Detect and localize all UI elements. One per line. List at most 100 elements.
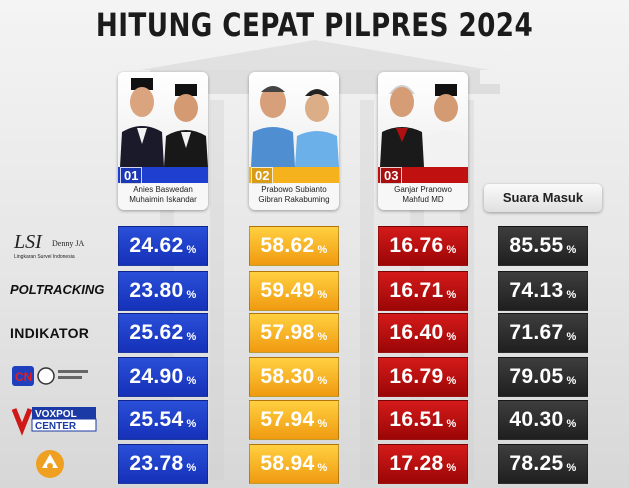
candidate-02-value-cell: 57.94% — [249, 400, 339, 440]
percentage-value: 58.94 — [260, 452, 315, 475]
percentage-value: 40.30 — [509, 408, 564, 431]
percent-sign: % — [446, 374, 457, 387]
candidate-number: 02 — [251, 167, 274, 185]
percentage-value: 23.80 — [129, 279, 184, 302]
candidate-person-icon — [380, 85, 424, 167]
percent-sign: % — [446, 330, 457, 343]
percent-sign: % — [317, 461, 328, 474]
page-title: HITUNG CEPAT PILPRES 2024 — [95, 6, 534, 44]
suara-masuk-value-cell: 40.30% — [498, 400, 588, 440]
candidate-01-value-cell: 24.90% — [118, 357, 208, 397]
percent-sign: % — [446, 243, 457, 256]
percent-sign: % — [317, 374, 328, 387]
percentage-value: 16.71 — [389, 279, 444, 302]
svg-text:VOXPOL: VOXPOL — [35, 409, 77, 420]
candidate-03-value-cell: 16.40% — [378, 313, 468, 353]
percentage-value: 16.79 — [389, 365, 444, 388]
svg-text:Denny JA: Denny JA — [52, 239, 84, 248]
percent-sign: % — [446, 461, 457, 474]
percentage-value: 78.25 — [509, 452, 564, 475]
percentage-value: 58.62 — [260, 234, 315, 257]
svg-text:CN: CN — [15, 370, 32, 384]
candidate-names-text: Prabowo Subianto Gibran Rakabuming — [258, 185, 330, 204]
candidate-card-03: 03 Ganjar Pranowo Mahfud MD — [378, 72, 468, 210]
candidate-names: Prabowo Subianto Gibran Rakabuming — [249, 185, 339, 205]
suara-masuk-value-cell: 78.25% — [498, 444, 588, 484]
percent-sign: % — [566, 330, 577, 343]
percent-sign: % — [566, 417, 577, 430]
candidate-number-bar: 01 — [118, 167, 208, 185]
candidate-names-text: Anies Baswedan Muhaimin Iskandar — [129, 185, 197, 204]
suara-masuk-value-cell: 71.67% — [498, 313, 588, 353]
cnn-logo: CN — [10, 358, 102, 394]
percentage-value: 17.28 — [389, 452, 444, 475]
percentage-value: 23.78 — [129, 452, 184, 475]
percent-sign: % — [566, 461, 577, 474]
candidate-02-value-cell: 58.94% — [249, 444, 339, 484]
suara-masuk-value-cell: 79.05% — [498, 357, 588, 397]
percent-sign: % — [566, 374, 577, 387]
candidate-photo — [249, 72, 339, 167]
percentage-value: 79.05 — [509, 365, 564, 388]
candidate-03-value-cell: 17.28% — [378, 444, 468, 484]
percentage-value: 16.40 — [389, 321, 444, 344]
indikator-logo: INDIKATOR — [10, 315, 102, 351]
percentage-value: 24.62 — [129, 234, 184, 257]
percent-sign: % — [186, 417, 197, 430]
percent-sign: % — [317, 243, 328, 256]
candidate-01-value-cell: 24.62% — [118, 226, 208, 266]
candidate-01-value-cell: 23.80% — [118, 271, 208, 311]
candidate-person-icon — [164, 84, 208, 167]
candidate-names: Ganjar Pranowo Mahfud MD — [378, 185, 468, 205]
percentage-value: 16.51 — [389, 408, 444, 431]
percentage-value: 71.67 — [509, 321, 564, 344]
percentage-value: 58.30 — [260, 365, 315, 388]
percent-sign: % — [317, 417, 328, 430]
candidate-02-value-cell: 58.30% — [249, 357, 339, 397]
percentage-value: 16.76 — [389, 234, 444, 257]
circle-emblem-icon — [36, 450, 64, 478]
candidate-photo — [118, 72, 208, 167]
suara-masuk-label: Suara Masuk — [484, 184, 602, 212]
candidate-person-icon — [424, 84, 468, 167]
svg-text:CENTER: CENTER — [35, 421, 77, 432]
percent-sign: % — [317, 288, 328, 301]
candidate-02-value-cell: 57.98% — [249, 313, 339, 353]
lsi-logo: LSI Denny JA Lingkaran Survei Indonesia — [10, 226, 102, 262]
percent-sign: % — [186, 288, 197, 301]
candidate-person-icon — [120, 78, 164, 167]
candidate-01-value-cell: 23.78% — [118, 444, 208, 484]
candidate-names-text: Ganjar Pranowo Mahfud MD — [394, 185, 452, 204]
percentage-value: 74.13 — [509, 279, 564, 302]
percentage-value: 57.98 — [260, 321, 315, 344]
voxpol-logo: VOXPOL CENTER — [10, 401, 102, 437]
percent-sign: % — [186, 330, 197, 343]
percent-sign: % — [446, 288, 457, 301]
candidate-number: 01 — [120, 167, 143, 185]
percent-sign: % — [317, 330, 328, 343]
svg-text:Lingkaran Survei Indonesia: Lingkaran Survei Indonesia — [14, 254, 75, 260]
percent-sign: % — [566, 288, 577, 301]
percent-sign: % — [186, 461, 197, 474]
candidate-card-01: 01 Anies Baswedan Muhaimin Iskandar — [118, 72, 208, 210]
pollster-6-logo — [10, 446, 102, 482]
candidate-03-value-cell: 16.79% — [378, 357, 468, 397]
candidate-03-value-cell: 16.76% — [378, 226, 468, 266]
cnn-logo-icon: CN — [12, 366, 88, 386]
lsi-logo-icon: LSI Denny JA Lingkaran Survei Indonesia — [13, 231, 84, 260]
candidate-names: Anies Baswedan Muhaimin Iskandar — [118, 185, 208, 205]
percent-sign: % — [186, 374, 197, 387]
percent-sign: % — [446, 417, 457, 430]
voxpol-logo-icon: VOXPOL CENTER — [11, 407, 97, 436]
candidate-number-bar: 03 — [378, 167, 468, 185]
percentage-value: 24.90 — [129, 365, 184, 388]
candidate-person-icon — [295, 89, 339, 167]
poltracking-logo: POLTRACKING — [10, 271, 104, 307]
svg-text:LSI: LSI — [13, 231, 43, 253]
percent-sign: % — [566, 243, 577, 256]
suara-masuk-value-cell: 74.13% — [498, 271, 588, 311]
percentage-value: 25.54 — [129, 408, 184, 431]
candidate-card-02: 02 Prabowo Subianto Gibran Rakabuming — [249, 72, 339, 210]
candidate-02-value-cell: 58.62% — [249, 226, 339, 266]
candidate-number: 03 — [380, 167, 403, 185]
